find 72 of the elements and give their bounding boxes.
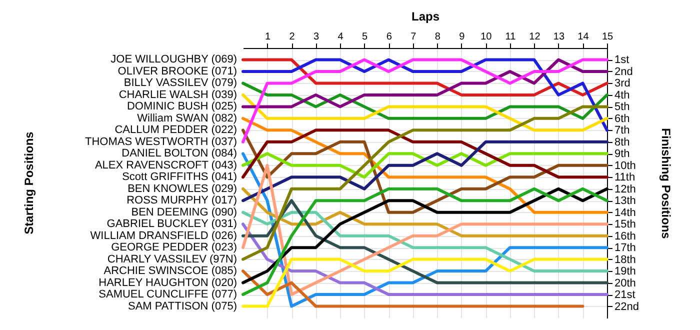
- x-tick-label: 11: [505, 32, 516, 42]
- x-tick-label: 6: [386, 32, 392, 42]
- y-tick-label: 11th: [614, 172, 636, 184]
- x-tick-label: 14: [578, 32, 590, 42]
- y-tick-label: 6th: [614, 112, 630, 125]
- y-tick-label: 20th: [614, 277, 636, 290]
- series-label: BEN DEEMING (090): [131, 206, 237, 218]
- line-series: [242, 210, 608, 273]
- x-tick-label: 7: [410, 32, 417, 42]
- series-label: CHARLY VASSILEV (97N): [107, 253, 237, 266]
- y-axis-title: Finishing Positions: [658, 128, 673, 240]
- line-series: [242, 82, 608, 120]
- line-series: [242, 128, 608, 179]
- x-axis-title: Laps: [411, 10, 440, 24]
- series-label: SAM PATTISON (075): [128, 300, 237, 312]
- series-label: BEN KNOWLES (029): [128, 182, 237, 195]
- x-tick-label: 2: [289, 32, 296, 42]
- series-label: GABRIEL BUCKLEY (031): [106, 218, 237, 230]
- x-tick-label: 15: [602, 32, 614, 42]
- line-series: [242, 93, 608, 132]
- y-tick-label: 17th: [614, 242, 636, 254]
- x-tick-label: 8: [434, 32, 441, 42]
- x-tick-label: 9: [459, 32, 466, 42]
- series-label: HARLEY HAUGHTON (020): [98, 276, 237, 289]
- y-tick-label: 19th: [614, 266, 636, 278]
- series-label: DOMINIC BUSH (025): [126, 100, 237, 113]
- series-label: CHARLIE WALSH (039): [118, 88, 237, 101]
- series-label: WILLIAM DRANSFIELD (026): [90, 230, 237, 242]
- x-tick-label: 1: [264, 32, 271, 42]
- y-tick-label: 7th: [614, 124, 630, 137]
- y-tick-label: 1st: [614, 54, 630, 66]
- line-series: [242, 105, 608, 261]
- series-label: OLIVER BROOKE (071): [118, 65, 237, 78]
- y-tick-label: 15th: [614, 218, 636, 231]
- line-series: [242, 222, 608, 296]
- series-label: Scott GRIFFITHS (041): [122, 171, 237, 184]
- y-tick-label: 3rd: [614, 78, 630, 90]
- series-label: ALEX RAVENSCROFT (043): [94, 159, 237, 172]
- y-tick-label: 22nd: [614, 300, 639, 313]
- line-series: [242, 140, 608, 202]
- x-tick-label: 5: [362, 32, 368, 42]
- x-tick-label: 12: [529, 32, 541, 42]
- line-series: [242, 270, 584, 308]
- series-label: ROSS MURPHY (017): [126, 194, 237, 207]
- y-tick-label: 14th: [614, 206, 636, 219]
- y-tick-label: 13th: [614, 195, 636, 208]
- line-series: [242, 187, 608, 238]
- y-tick-label: 16th: [614, 230, 636, 242]
- y-tick-label: 21st: [614, 289, 636, 302]
- y-tick-label: 9th: [614, 148, 630, 160]
- x-tick-label: 3: [314, 32, 320, 42]
- y-tick-label: 10th: [614, 160, 636, 172]
- series-label: CALLUM PEDDER (022): [114, 124, 237, 136]
- series-label: William SWAN (082): [137, 112, 237, 124]
- y-tick-label: 12th: [614, 183, 636, 196]
- text: Starting Positions: [22, 131, 36, 234]
- series-label: JOE WILLOUGHBY (069): [110, 54, 237, 66]
- y-tick-label: 2nd: [614, 66, 633, 78]
- series-label: SAMUEL CUNCLIFFE (077): [98, 288, 237, 301]
- y-tick-label: 18th: [614, 254, 636, 266]
- y-tick-label: 8th: [614, 136, 630, 148]
- series-label: THOMAS WESTWORTH (037): [85, 136, 237, 148]
- series-label: ARCHIE SWINSCOE (085): [104, 265, 237, 278]
- x-tick-label: 10: [480, 32, 492, 42]
- x-tick-label: 4: [338, 32, 344, 42]
- series-label: BILLY VASSILEV (079): [124, 77, 237, 90]
- series-label: DANIEL BOLTON (084): [122, 148, 237, 160]
- x-tick-label: 13: [553, 32, 565, 42]
- line-series: [242, 58, 608, 108]
- y-tick-label: 5th: [614, 101, 630, 114]
- series-label: GEORGE PEDDER (023): [111, 242, 237, 254]
- y-tick-label: 4th: [614, 89, 630, 102]
